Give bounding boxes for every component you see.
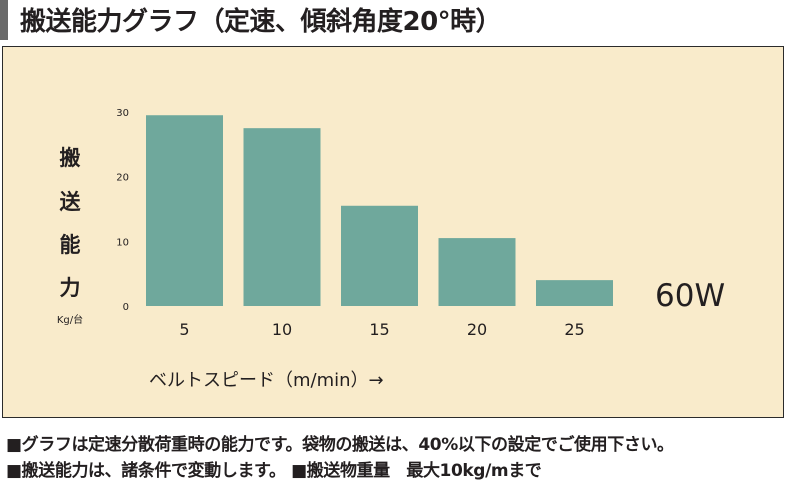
y-axis-label-char: 送 [60,190,82,214]
y-axis-unit: Kg/台 [57,313,83,326]
y-tick-label: 20 [116,173,129,184]
title-accent-bar [0,0,8,40]
x-tick-label: 25 [564,320,584,339]
bar-25 [536,280,613,306]
x-tick-label: 5 [179,320,189,339]
y-axis-label-char: 力 [60,276,81,300]
chart-panel: 0 10 20 30 5 10 15 20 25 搬送能力 Kg/台ベルトスピード（m/min）→ 6… [2,46,784,418]
y-tick-label: 10 [116,237,129,248]
x-tick-label: 15 [369,320,389,339]
bar-15 [341,205,418,306]
y-axis-label-char: 搬 [60,146,81,170]
page-title: 搬送能力グラフ（定速、傾斜角度20°時） [20,7,502,37]
bar-10 [243,128,321,306]
note-line-2: ■搬送能力は、諸条件で変動します。 ■搬送物重量 最大10kg/mまで [6,461,542,481]
y-axis-label-char: 能 [60,233,81,257]
bar-20 [438,238,516,306]
bar-5 [146,115,223,306]
x-tick-label: 10 [272,320,292,339]
y-tick-label: 30 [116,108,129,119]
x-axis-label: ベルトスピード（m/min）→ [149,370,384,391]
motor-power-annotation: 60W [655,278,725,314]
x-tick-label: 20 [467,320,487,339]
y-tick-label: 0 [123,302,129,313]
note-line-1: ■グラフは定速分散荷重時の能力です。袋物の搬送は、40%以下の設定でご使用下さい… [6,435,674,455]
